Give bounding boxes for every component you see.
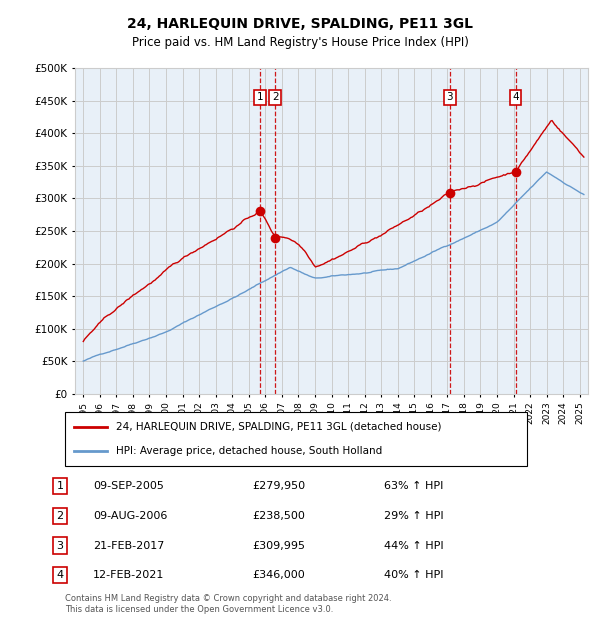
Text: 3: 3	[56, 541, 64, 551]
Text: 1: 1	[56, 481, 64, 491]
Text: Contains HM Land Registry data © Crown copyright and database right 2024.: Contains HM Land Registry data © Crown c…	[65, 593, 391, 603]
Text: £238,500: £238,500	[252, 511, 305, 521]
Text: 21-FEB-2017: 21-FEB-2017	[93, 541, 164, 551]
Text: This data is licensed under the Open Government Licence v3.0.: This data is licensed under the Open Gov…	[65, 604, 333, 614]
Text: £346,000: £346,000	[252, 570, 305, 580]
Text: 63% ↑ HPI: 63% ↑ HPI	[384, 481, 443, 491]
Text: 4: 4	[56, 570, 64, 580]
Text: 09-AUG-2006: 09-AUG-2006	[93, 511, 167, 521]
Text: 2: 2	[272, 92, 279, 102]
Text: Price paid vs. HM Land Registry's House Price Index (HPI): Price paid vs. HM Land Registry's House …	[131, 36, 469, 49]
Text: 2: 2	[56, 511, 64, 521]
Text: 12-FEB-2021: 12-FEB-2021	[93, 570, 164, 580]
Text: 24, HARLEQUIN DRIVE, SPALDING, PE11 3GL: 24, HARLEQUIN DRIVE, SPALDING, PE11 3GL	[127, 17, 473, 32]
Text: 40% ↑ HPI: 40% ↑ HPI	[384, 570, 443, 580]
Text: 4: 4	[512, 92, 519, 102]
Text: 24, HARLEQUIN DRIVE, SPALDING, PE11 3GL (detached house): 24, HARLEQUIN DRIVE, SPALDING, PE11 3GL …	[116, 422, 442, 432]
Text: 29% ↑ HPI: 29% ↑ HPI	[384, 511, 443, 521]
Text: HPI: Average price, detached house, South Holland: HPI: Average price, detached house, Sout…	[116, 446, 382, 456]
Text: 1: 1	[257, 92, 263, 102]
Text: £279,950: £279,950	[252, 481, 305, 491]
Text: 44% ↑ HPI: 44% ↑ HPI	[384, 541, 443, 551]
Text: 09-SEP-2005: 09-SEP-2005	[93, 481, 164, 491]
Text: £309,995: £309,995	[252, 541, 305, 551]
Text: 3: 3	[446, 92, 453, 102]
